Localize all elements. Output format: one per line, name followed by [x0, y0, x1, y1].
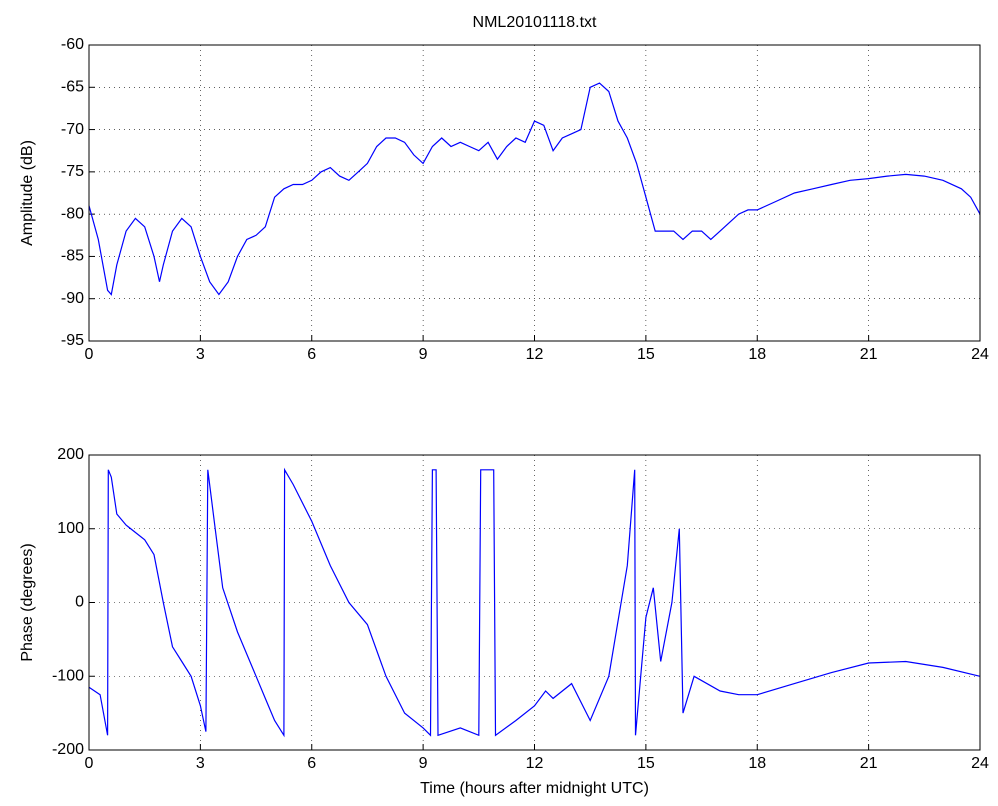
- x-tick-label: 15: [637, 346, 655, 363]
- axes-frame: [88, 44, 981, 342]
- y-tick-label: -60: [61, 36, 84, 53]
- y-tick-label: -85: [61, 248, 84, 265]
- x-tick-label: 18: [748, 346, 766, 363]
- y-tick-label: -70: [61, 121, 84, 138]
- y-axis-label: Amplitude (dB): [19, 140, 36, 246]
- y-tick-label: -90: [61, 290, 84, 307]
- x-tick-label: 12: [526, 755, 544, 772]
- x-tick-label: 6: [307, 346, 316, 363]
- y-tick-label: 0: [75, 594, 84, 611]
- x-tick-label: 6: [307, 755, 316, 772]
- x-tick-label: 24: [971, 755, 989, 772]
- y-tick-label: -65: [61, 79, 84, 96]
- x-tick-label: 3: [196, 755, 205, 772]
- x-tick-label: 21: [860, 346, 878, 363]
- x-tick-label: 21: [860, 755, 878, 772]
- axes-frame: [88, 454, 981, 751]
- x-tick-label: 0: [85, 755, 94, 772]
- x-tick-label: 18: [748, 755, 766, 772]
- y-tick-label: -80: [61, 205, 84, 222]
- x-tick-label: 9: [419, 346, 428, 363]
- y-tick-label: 100: [57, 520, 84, 537]
- chart-title: NML20101118.txt: [473, 14, 597, 31]
- x-tick-label: 9: [419, 755, 428, 772]
- x-tick-label: 15: [637, 755, 655, 772]
- y-tick-label: -95: [61, 332, 84, 349]
- x-tick-label: 12: [526, 346, 544, 363]
- x-axis-label: Time (hours after midnight UTC): [420, 780, 649, 797]
- x-tick-label: 24: [971, 346, 989, 363]
- y-tick-label: 200: [57, 446, 84, 463]
- data-line: [88, 467, 981, 738]
- x-tick-label: 0: [85, 346, 94, 363]
- y-tick-label: -75: [61, 163, 84, 180]
- x-tick-label: 3: [196, 346, 205, 363]
- y-tick-label: -200: [52, 741, 84, 758]
- y-tick-label: -100: [52, 667, 84, 684]
- y-axis-label: Phase (degrees): [19, 543, 36, 661]
- data-line: [88, 82, 981, 296]
